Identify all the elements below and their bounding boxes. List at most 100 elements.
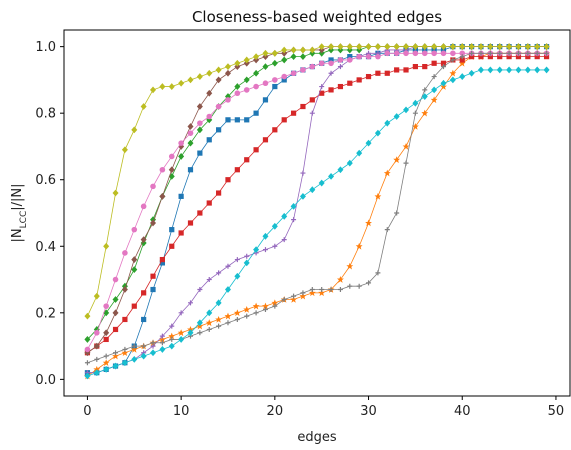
series-0 [84,44,550,376]
data-point [412,43,419,51]
data-point [272,303,278,309]
data-point [215,66,222,74]
data-point [253,83,259,90]
data-point [290,296,297,303]
data-point [299,192,306,200]
data-point [384,43,391,51]
chart-title: Closeness-based weighted edges [192,8,442,26]
data-point [93,365,101,373]
data-point [299,292,307,300]
data-point [403,50,409,57]
data-point [84,336,91,343]
data-point [197,150,203,156]
data-point [346,262,354,270]
data-point [131,266,138,273]
data-point [328,57,334,63]
data-point [159,166,166,173]
data-point [169,243,175,249]
data-point [121,359,128,367]
data-point [449,76,456,84]
data-point [187,76,194,84]
data-point [244,157,250,163]
data-point [319,90,325,96]
data-point [430,96,438,104]
data-point [206,69,213,77]
data-point [169,336,175,342]
data-point [84,372,91,380]
data-point [140,236,147,244]
data-point [206,326,212,332]
data-point [403,160,409,166]
data-point [103,336,109,343]
series-line [87,46,547,374]
data-point [244,313,250,319]
axes-frame [63,29,571,397]
data-point [159,83,166,90]
data-point [384,50,391,57]
data-point [449,43,456,51]
data-point [253,147,259,153]
data-point [122,346,128,352]
series-line [87,46,547,374]
data-point [225,97,231,103]
data-point [515,43,522,51]
data-point [356,43,363,51]
data-point [262,232,269,240]
data-point [216,127,222,133]
series-line [87,46,547,340]
series-9 [84,66,550,380]
data-point [422,87,428,93]
data-point [421,43,428,51]
data-point [84,312,91,320]
data-point [309,186,316,194]
data-point [243,56,250,64]
data-point [197,210,203,216]
data-point [141,316,147,323]
data-point [216,270,222,276]
data-point [168,166,175,174]
x-tick-label: 50 [548,404,565,419]
data-point [281,46,288,54]
x-tick-label: 20 [267,404,284,419]
data-point [290,110,297,116]
data-point [205,319,213,327]
data-point [300,103,306,110]
data-point [224,286,231,293]
data-point [141,343,147,349]
data-point [309,97,315,103]
data-point [459,57,465,63]
data-point [112,309,119,317]
y-tick-label: 0.4 [35,240,56,255]
data-point [243,305,251,313]
data-point [346,57,353,63]
data-point [225,263,231,269]
data-point [112,362,119,370]
data-point [121,349,129,357]
data-point [169,323,175,329]
data-point [225,320,231,326]
data-point [122,250,128,256]
data-point [328,287,334,293]
data-point [168,332,176,340]
data-point [299,46,306,54]
data-point [450,50,456,57]
data-point [497,54,503,60]
data-point [393,113,400,120]
data-point [534,50,540,56]
data-point [374,129,381,137]
data-point [215,315,223,323]
data-point [506,54,512,60]
data-point [253,246,260,253]
data-point [356,283,362,289]
data-point [178,336,185,343]
x-tick-label: 10 [173,404,190,419]
data-point [515,50,521,56]
data-point [140,103,147,110]
data-point [84,346,91,353]
data-point [487,66,494,74]
data-point [243,259,250,267]
data-point [543,66,550,74]
data-point [281,297,287,303]
data-point [534,66,541,74]
